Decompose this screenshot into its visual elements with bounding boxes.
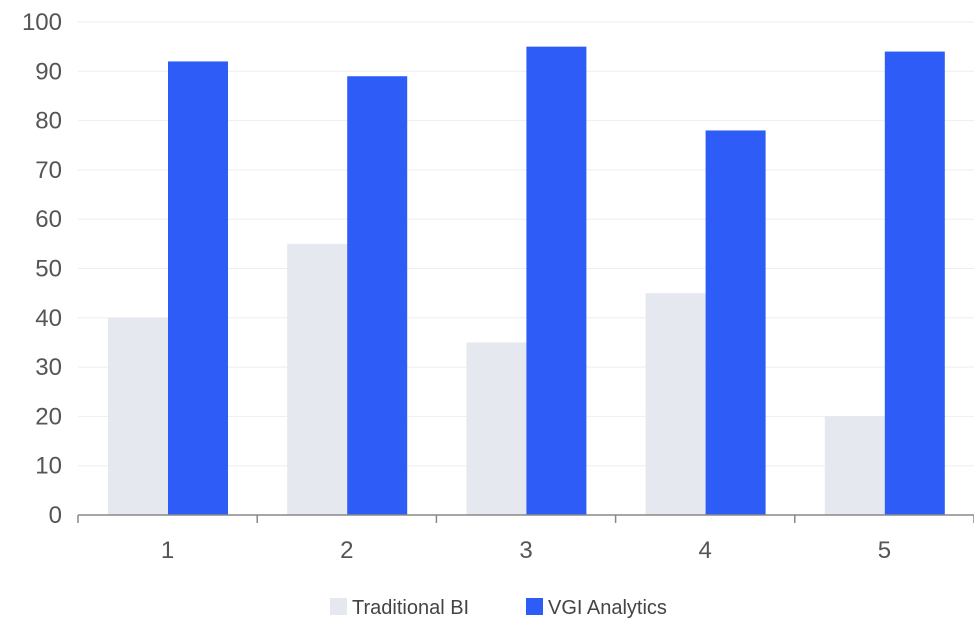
legend-item-traditional-bi-swatch — [330, 598, 347, 615]
bar-traditional-bi-2 — [287, 243, 348, 515]
x-tick-label: 2 — [340, 537, 353, 564]
bar-vgi-analytics-2 — [347, 76, 408, 515]
y-tick-label: 20 — [35, 403, 62, 430]
x-tick-label: 1 — [161, 537, 174, 564]
bar-vgi-analytics-3 — [526, 46, 587, 516]
y-tick-label: 100 — [22, 9, 62, 36]
x-tick-label: 3 — [519, 537, 532, 564]
bar-traditional-bi-1 — [108, 317, 168, 515]
y-tick-label: 30 — [35, 354, 62, 381]
axes — [77, 514, 974, 523]
bar-vgi-analytics-5 — [884, 51, 945, 515]
bar-traditional-bi-4 — [645, 293, 706, 515]
y-tick-label: 0 — [49, 502, 62, 529]
y-tick-label: 80 — [35, 108, 62, 135]
bar-traditional-bi-3 — [466, 342, 527, 515]
legend-item-vgi-analytics-label: VGI Analytics — [548, 597, 667, 619]
x-tick-label: 5 — [878, 537, 891, 564]
bars — [108, 46, 945, 516]
y-tick-label: 50 — [35, 256, 62, 283]
y-tick-label: 90 — [35, 58, 62, 85]
y-tick-label: 10 — [35, 453, 62, 480]
legend-item-vgi-analytics-swatch — [526, 598, 543, 615]
legend: Traditional BI VGI Analytics — [330, 597, 667, 619]
y-tick-label: 40 — [35, 305, 62, 332]
y-tick-label: 60 — [35, 206, 62, 233]
bar-traditional-bi-5 — [824, 416, 885, 515]
legend-item-traditional-bi-label: Traditional BI — [352, 597, 469, 619]
bar-vgi-analytics-4 — [705, 130, 766, 515]
tick-labels: 0 10 20 30 40 50 60 70 80 90 100 1 2 3 4 5 — [22, 9, 891, 564]
x-tick-label: 4 — [699, 537, 712, 564]
bar-vgi-analytics-1 — [168, 61, 228, 515]
y-tick-label: 70 — [35, 157, 62, 184]
